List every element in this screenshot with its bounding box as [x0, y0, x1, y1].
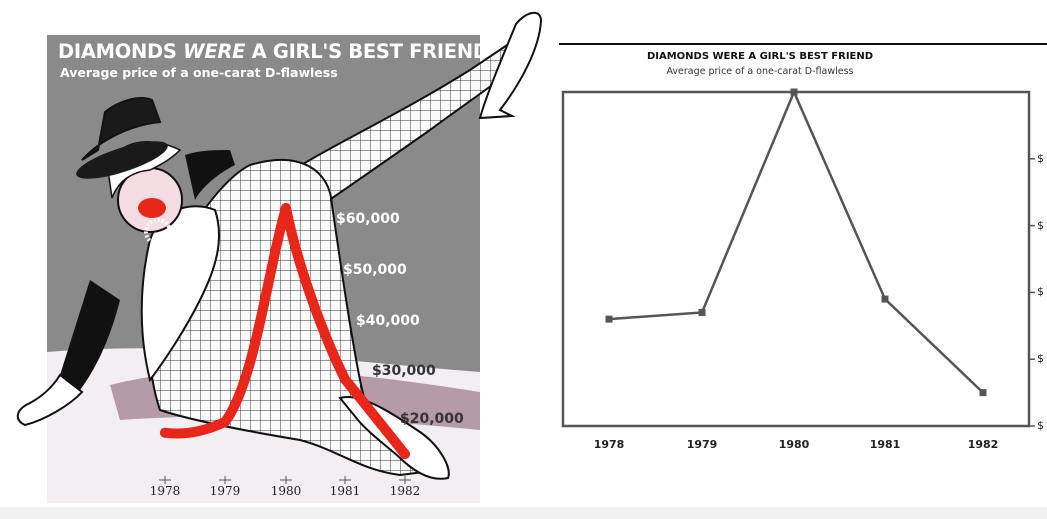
y-tick-label: $50,000 — [343, 262, 407, 278]
x-tick-label: 1982 — [389, 484, 421, 498]
header-rule — [559, 43, 1047, 45]
necklace — [144, 218, 172, 246]
illustrated-chart-canvas — [16, 11, 543, 503]
dancer-torso — [140, 205, 221, 383]
series-line — [160, 203, 410, 460]
plain-chart: DIAMONDS WERE A GIRL'S BEST FRIEND Avera… — [545, 0, 1047, 519]
y-tick-label: $60,000 — [336, 211, 400, 227]
data-point-1981 — [340, 374, 350, 385]
dancer-arm — [16, 373, 84, 427]
y-tick-label: $ — [1037, 218, 1044, 232]
data-point-1981 — [881, 295, 889, 303]
chart-title: DIAMONDS WERE A GIRL'S BEST FRIEND — [646, 51, 874, 62]
data-point-1979 — [698, 308, 706, 316]
data-point-1982 — [400, 449, 410, 460]
x-tick-label: 1979 — [686, 438, 718, 451]
x-tick-label: 1978 — [149, 484, 181, 498]
x-tick-label: 1981 — [329, 484, 361, 498]
top-hat-brim — [76, 141, 168, 179]
y-tick-label: $ — [1037, 352, 1044, 366]
x-tick-label: 1981 — [869, 438, 901, 451]
y-tick-label: $ — [1037, 419, 1044, 432]
illustrated-chart: DIAMONDS WERE A GIRL'S BEST FRIEND Avera… — [16, 11, 543, 503]
dancer-raised-arm — [185, 150, 235, 200]
x-tick-label: 1980 — [778, 438, 810, 451]
y-tick-label: $20,000 — [400, 411, 464, 427]
y-tick-label: $30,000 — [372, 363, 436, 379]
high-heel-shoe — [478, 11, 543, 120]
plot-frame — [561, 90, 1031, 428]
data-point-1980 — [281, 203, 291, 213]
y-tick-label: $ — [1037, 151, 1044, 165]
x-tick-label: 1982 — [967, 438, 999, 451]
chart-subtitle: Average price of a one-carat D-flawless — [60, 65, 338, 80]
data-point-1982 — [979, 389, 987, 397]
dancer-lips — [138, 198, 166, 218]
plain-chart-canvas — [561, 88, 1035, 428]
chart-title: DIAMONDS WERE A GIRL'S BEST FRIEND — [58, 40, 489, 63]
x-tick-label: 1980 — [270, 484, 302, 498]
data-point-1979 — [220, 417, 230, 427]
data-point-1978 — [160, 427, 170, 438]
dancer-back-arm — [60, 280, 120, 390]
top-hat — [81, 97, 162, 161]
x-tick-label: 1979 — [209, 484, 241, 498]
data-point-1978 — [605, 315, 613, 323]
bottom-bar — [0, 507, 1047, 519]
x-tick-label: 1978 — [593, 438, 625, 451]
y-tick-label: $ — [1037, 285, 1044, 299]
chart-subtitle: Average price of a one-carat D-flawless — [666, 66, 854, 77]
data-point-1980 — [790, 88, 798, 96]
y-tick-label: $40,000 — [356, 313, 420, 329]
